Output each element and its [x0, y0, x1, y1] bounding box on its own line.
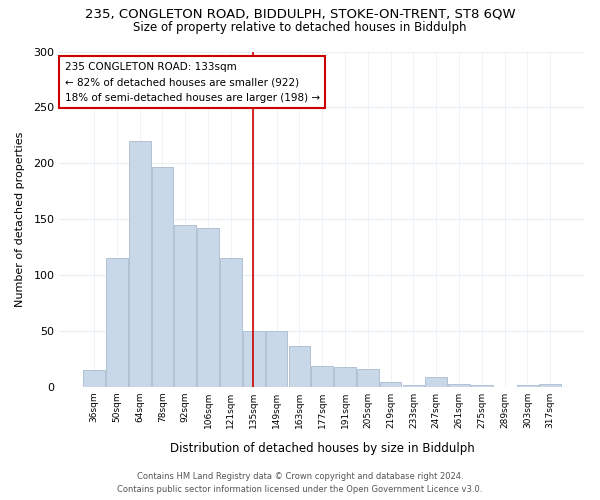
Bar — [357, 369, 379, 387]
Bar — [517, 384, 538, 387]
Bar — [220, 258, 242, 387]
Text: Size of property relative to detached houses in Biddulph: Size of property relative to detached ho… — [133, 21, 467, 34]
Bar — [152, 166, 173, 387]
Bar — [471, 384, 493, 387]
X-axis label: Distribution of detached houses by size in Biddulph: Distribution of detached houses by size … — [170, 442, 475, 455]
Y-axis label: Number of detached properties: Number of detached properties — [15, 132, 25, 307]
Bar — [425, 377, 447, 387]
Bar — [106, 258, 128, 387]
Bar — [175, 225, 196, 387]
Bar — [129, 141, 151, 387]
Bar — [83, 370, 105, 387]
Bar — [448, 384, 470, 387]
Bar — [266, 331, 287, 387]
Text: 235, CONGLETON ROAD, BIDDULPH, STOKE-ON-TRENT, ST8 6QW: 235, CONGLETON ROAD, BIDDULPH, STOKE-ON-… — [85, 8, 515, 20]
Bar — [380, 382, 401, 387]
Bar — [403, 384, 424, 387]
Bar — [197, 228, 219, 387]
Bar — [334, 367, 356, 387]
Bar — [311, 366, 333, 387]
Bar — [289, 346, 310, 387]
Text: Contains HM Land Registry data © Crown copyright and database right 2024.
Contai: Contains HM Land Registry data © Crown c… — [118, 472, 482, 494]
Bar — [243, 331, 265, 387]
Text: 235 CONGLETON ROAD: 133sqm
← 82% of detached houses are smaller (922)
18% of sem: 235 CONGLETON ROAD: 133sqm ← 82% of deta… — [65, 62, 320, 103]
Bar — [539, 384, 561, 387]
